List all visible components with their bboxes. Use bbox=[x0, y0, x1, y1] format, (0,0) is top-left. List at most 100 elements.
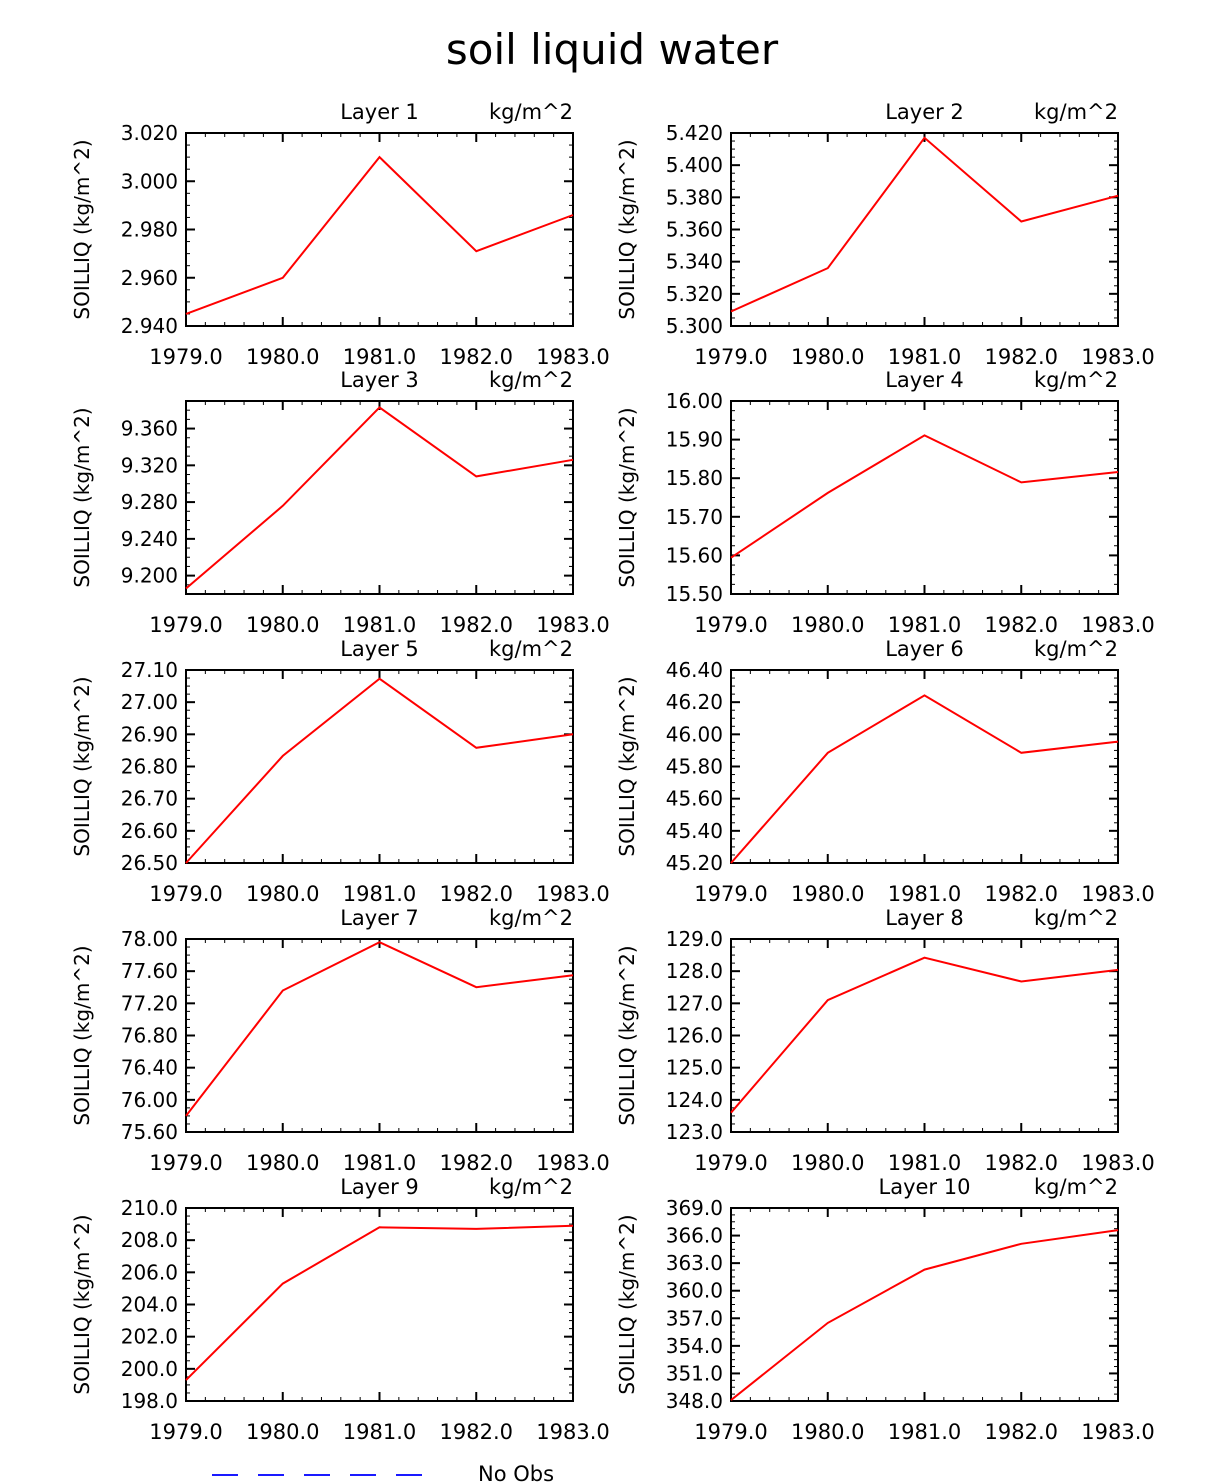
y-tick-label: 76.00 bbox=[121, 1088, 178, 1112]
figure-title: soil liquid water bbox=[446, 25, 779, 74]
y-tick-label: 210.0 bbox=[121, 1196, 178, 1220]
y-tick-label: 45.20 bbox=[666, 851, 723, 875]
x-tick-label: 1981.0 bbox=[888, 1420, 961, 1444]
x-tick-label: 1982.0 bbox=[985, 882, 1058, 906]
x-tick-label: 1980.0 bbox=[791, 613, 864, 637]
y-tick-label: 366.0 bbox=[666, 1224, 723, 1248]
panel-layer-6: 1979.0 1980.0 1981.0 1982.0 1983.0 45.20 45.40… bbox=[615, 637, 1155, 906]
panel-units: kg/m^2 bbox=[489, 637, 573, 661]
y-tick-label: 125.0 bbox=[666, 1056, 723, 1080]
y-tick-label: 127.0 bbox=[666, 991, 723, 1015]
x-tick-label: 1981.0 bbox=[343, 1420, 416, 1444]
panel-units: kg/m^2 bbox=[489, 1175, 573, 1199]
y-tick-label: 202.0 bbox=[121, 1325, 178, 1349]
legend-label-no-obs: No Obs bbox=[478, 1462, 554, 1484]
plot-frame bbox=[730, 400, 1119, 595]
panel-layer-7: 1979.0 1980.0 1981.0 1982.0 1983.0 75.60 76.00… bbox=[70, 906, 610, 1175]
panel-layer-4: 1979.0 1980.0 1981.0 1982.0 1983.0 15.50 15.60… bbox=[615, 368, 1155, 637]
x-tick-label: 1982.0 bbox=[440, 1420, 513, 1444]
y-tick-label: 9.280 bbox=[121, 490, 178, 514]
x-tick-label: 1982.0 bbox=[440, 1151, 513, 1175]
y-tick-label: 200.0 bbox=[121, 1357, 178, 1381]
x-tick-label: 1979.0 bbox=[149, 613, 222, 637]
y-tick-label: 15.80 bbox=[666, 466, 723, 490]
panel-title: Layer 4 bbox=[885, 368, 964, 392]
series-line-layer-7 bbox=[185, 941, 574, 1117]
panel-units: kg/m^2 bbox=[1034, 906, 1118, 930]
y-tick-label: 198.0 bbox=[121, 1389, 178, 1413]
plot-frame bbox=[185, 132, 574, 327]
x-tick-label: 1979.0 bbox=[694, 613, 767, 637]
y-tick-label: 5.420 bbox=[666, 121, 723, 145]
x-tick-label: 1981.0 bbox=[343, 882, 416, 906]
panels: 1979.0 1980.0 1981.0 1982.0 1983.0 2.940 2.960… bbox=[70, 100, 1155, 1444]
x-tick-label: 1979.0 bbox=[149, 1420, 222, 1444]
x-tick-label: 1981.0 bbox=[343, 345, 416, 369]
y-tick-label: 15.50 bbox=[666, 582, 723, 606]
x-tick-label: 1980.0 bbox=[791, 882, 864, 906]
panel-layer-3: 1979.0 1980.0 1981.0 1982.0 1983.0 9.200 9.240… bbox=[70, 368, 610, 637]
y-tick-label: 9.200 bbox=[121, 564, 178, 588]
panel-units: kg/m^2 bbox=[1034, 368, 1118, 392]
x-tick-label: 1983.0 bbox=[536, 882, 609, 906]
panel-layer-8: 1979.0 1980.0 1981.0 1982.0 1983.0 123.0 124.0… bbox=[615, 906, 1155, 1175]
y-tick-label: 26.70 bbox=[121, 787, 178, 811]
plot-frame bbox=[730, 669, 1119, 864]
y-tick-label: 9.360 bbox=[121, 417, 178, 441]
x-tick-label: 1983.0 bbox=[1081, 345, 1154, 369]
y-tick-label: 5.300 bbox=[666, 314, 723, 338]
x-tick-label: 1980.0 bbox=[246, 613, 319, 637]
x-tick-label: 1982.0 bbox=[985, 1420, 1058, 1444]
y-tick-label: 351.0 bbox=[666, 1361, 723, 1385]
plot-frame bbox=[185, 938, 574, 1133]
y-tick-label: 27.10 bbox=[121, 658, 178, 682]
y-tick-label: 128.0 bbox=[666, 959, 723, 983]
y-tick-label: 27.00 bbox=[121, 690, 178, 714]
y-axis-label: SOILLIQ (kg/m^2) bbox=[70, 945, 94, 1125]
x-tick-label: 1979.0 bbox=[694, 1420, 767, 1444]
series-line-layer-6 bbox=[730, 694, 1119, 864]
y-tick-label: 5.320 bbox=[666, 282, 723, 306]
x-tick-label: 1979.0 bbox=[694, 345, 767, 369]
series-line-layer-2 bbox=[730, 136, 1119, 313]
y-axis-label: SOILLIQ (kg/m^2) bbox=[70, 676, 94, 856]
panel-layer-5: 1979.0 1980.0 1981.0 1982.0 1983.0 26.50 26.60… bbox=[70, 637, 610, 906]
y-tick-label: 46.20 bbox=[666, 690, 723, 714]
x-tick-label: 1980.0 bbox=[791, 1420, 864, 1444]
y-tick-label: 45.80 bbox=[666, 755, 723, 779]
x-tick-label: 1981.0 bbox=[888, 1151, 961, 1175]
series-line-layer-10 bbox=[730, 1229, 1119, 1401]
panel-units: kg/m^2 bbox=[1034, 100, 1118, 124]
plot-frame bbox=[730, 938, 1119, 1133]
x-tick-label: 1981.0 bbox=[343, 613, 416, 637]
plot-frame bbox=[730, 132, 1119, 327]
y-tick-label: 9.240 bbox=[121, 527, 178, 551]
series-line-layer-1 bbox=[185, 155, 574, 315]
y-tick-label: 15.60 bbox=[666, 543, 723, 567]
panel-title: Layer 8 bbox=[885, 906, 964, 930]
x-tick-label: 1979.0 bbox=[694, 1151, 767, 1175]
y-axis-label: SOILLIQ (kg/m^2) bbox=[615, 139, 639, 319]
y-tick-label: 206.0 bbox=[121, 1260, 178, 1284]
y-tick-label: 75.60 bbox=[121, 1120, 178, 1144]
x-tick-label: 1979.0 bbox=[149, 345, 222, 369]
y-tick-label: 16.00 bbox=[666, 389, 723, 413]
x-tick-label: 1983.0 bbox=[1081, 613, 1154, 637]
panel-title: Layer 9 bbox=[340, 1175, 419, 1199]
panel-title: Layer 6 bbox=[885, 637, 964, 661]
x-tick-label: 1982.0 bbox=[440, 882, 513, 906]
y-tick-label: 124.0 bbox=[666, 1088, 723, 1112]
panel-title: Layer 3 bbox=[340, 368, 419, 392]
y-tick-label: 46.40 bbox=[666, 658, 723, 682]
panel-title: Layer 5 bbox=[340, 637, 419, 661]
x-tick-label: 1980.0 bbox=[246, 1151, 319, 1175]
panel-layer-10: 1979.0 1980.0 1981.0 1982.0 1983.0 348.0 351.0… bbox=[615, 1175, 1155, 1444]
plot-frame bbox=[185, 1207, 574, 1402]
panel-layer-2: 1979.0 1980.0 1981.0 1982.0 1983.0 5.300 5.320… bbox=[615, 100, 1155, 369]
plot-frame bbox=[185, 400, 574, 595]
x-tick-label: 1983.0 bbox=[1081, 1420, 1154, 1444]
y-tick-label: 204.0 bbox=[121, 1293, 178, 1317]
series-line-layer-4 bbox=[730, 434, 1119, 559]
y-tick-label: 2.960 bbox=[121, 266, 178, 290]
panel-title: Layer 7 bbox=[340, 906, 419, 930]
